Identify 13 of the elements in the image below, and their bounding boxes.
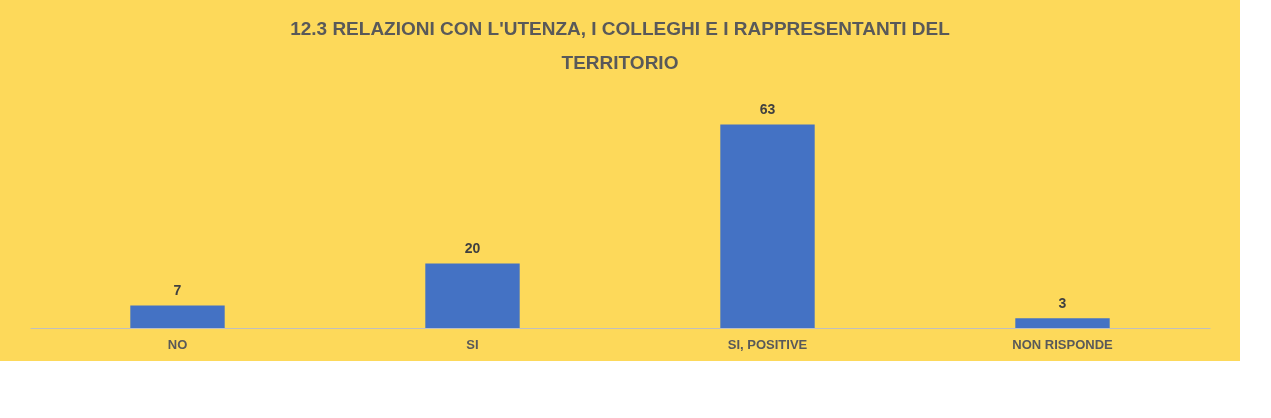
x-tick-label: SI: [466, 336, 479, 352]
x-tick-label: NON RISPONDE: [1012, 336, 1114, 352]
x-tick-label: SI, POSITIVE: [727, 336, 808, 352]
bar: [130, 305, 225, 328]
bar: [425, 263, 520, 328]
chart-title: 12.3 RELAZIONI CON L'UTENZA, I COLLEGHI E I RAPPRESENTANTI DEL TERRITORIO: [290, 18, 951, 74]
data-label: 7: [173, 282, 182, 299]
data-label: 63: [759, 101, 776, 118]
x-tick-label: NO: [167, 336, 188, 352]
data-label: 3: [1058, 295, 1067, 312]
data-label: 20: [464, 240, 481, 257]
bar: [1015, 318, 1110, 328]
bar: [720, 124, 815, 328]
